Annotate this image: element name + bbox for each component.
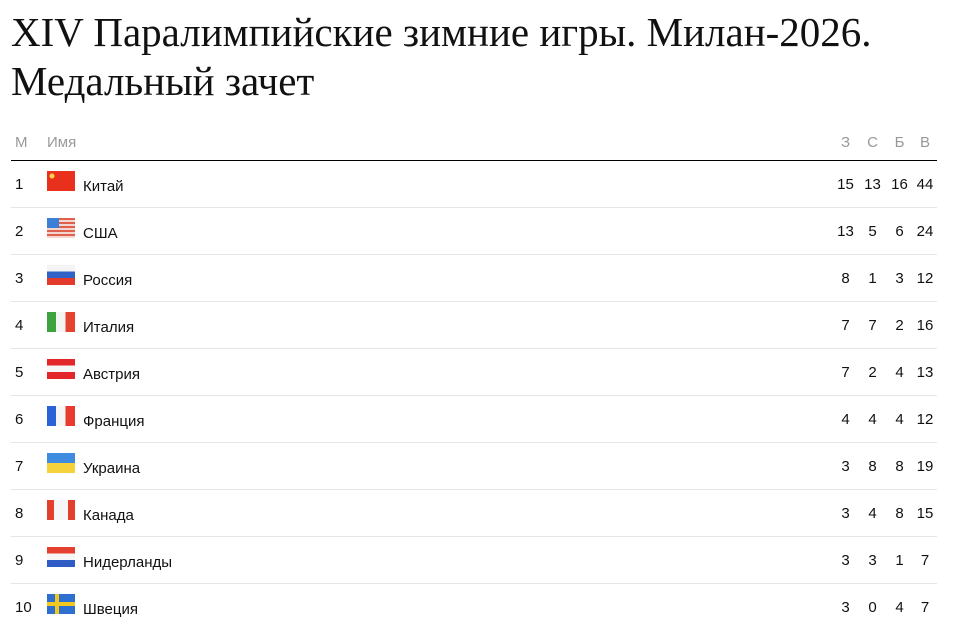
austria-flag-icon <box>47 359 75 379</box>
country-cell[interactable]: Украина <box>47 443 832 490</box>
russia-flag-icon <box>47 265 75 285</box>
country-name[interactable]: Нидерланды <box>83 554 172 571</box>
country-cell[interactable]: Канада <box>47 490 832 537</box>
position: 3 <box>11 255 47 302</box>
position: 5 <box>11 349 47 396</box>
gold-count: 3 <box>832 537 859 584</box>
total-count: 12 <box>913 396 937 443</box>
bronze-count: 16 <box>886 161 913 208</box>
table-row[interactable]: 8 Канада 3 4 8 15 <box>11 490 937 537</box>
table-row[interactable]: 3 Россия 8 1 3 12 <box>11 255 937 302</box>
total-count: 19 <box>913 443 937 490</box>
bronze-count: 4 <box>886 396 913 443</box>
china-flag-icon <box>47 171 75 191</box>
bronze-count: 6 <box>886 208 913 255</box>
table-header: М Имя З С Б В <box>11 124 937 161</box>
gold-count: 7 <box>832 302 859 349</box>
position: 10 <box>11 584 47 630</box>
country-name[interactable]: Швеция <box>83 601 138 618</box>
total-count: 13 <box>913 349 937 396</box>
page-title: XIV Паралимпийские зимние игры. Милан-20… <box>11 8 951 106</box>
header-bronze[interactable]: Б <box>886 124 913 161</box>
gold-count: 4 <box>832 396 859 443</box>
country-name[interactable]: Украина <box>83 460 140 477</box>
position: 8 <box>11 490 47 537</box>
position: 2 <box>11 208 47 255</box>
total-count: 7 <box>913 537 937 584</box>
bronze-count: 8 <box>886 490 913 537</box>
country-cell[interactable]: Австрия <box>47 349 832 396</box>
table-row[interactable]: 1 Китай 15 13 16 44 <box>11 161 937 208</box>
total-count: 7 <box>913 584 937 630</box>
country-name[interactable]: Китай <box>83 178 124 195</box>
silver-count: 8 <box>859 443 886 490</box>
silver-count: 3 <box>859 537 886 584</box>
position: 4 <box>11 302 47 349</box>
country-name[interactable]: Россия <box>83 272 132 289</box>
ukraine-flag-icon <box>47 453 75 473</box>
canada-flag-icon <box>47 500 75 520</box>
table-row[interactable]: 5 Австрия 7 2 4 13 <box>11 349 937 396</box>
country-cell[interactable]: Швеция <box>47 584 832 630</box>
bronze-count: 2 <box>886 302 913 349</box>
gold-count: 7 <box>832 349 859 396</box>
silver-count: 5 <box>859 208 886 255</box>
silver-count: 0 <box>859 584 886 630</box>
country-name[interactable]: Канада <box>83 507 134 524</box>
total-count: 16 <box>913 302 937 349</box>
position: 6 <box>11 396 47 443</box>
table-row[interactable]: 9 Нидерланды 3 3 1 7 <box>11 537 937 584</box>
table-row[interactable]: 6 Франция 4 4 4 12 <box>11 396 937 443</box>
silver-count: 4 <box>859 396 886 443</box>
netherlands-flag-icon <box>47 547 75 567</box>
country-cell[interactable]: Италия <box>47 302 832 349</box>
table-row[interactable]: 2 США 13 5 6 24 <box>11 208 937 255</box>
gold-count: 3 <box>832 584 859 630</box>
position: 9 <box>11 537 47 584</box>
table-row[interactable]: 7 Украина 3 8 8 19 <box>11 443 937 490</box>
table-row[interactable]: 4 Италия 7 7 2 16 <box>11 302 937 349</box>
bronze-count: 8 <box>886 443 913 490</box>
country-name[interactable]: Франция <box>83 413 144 430</box>
country-name[interactable]: Австрия <box>83 366 140 383</box>
bronze-count: 3 <box>886 255 913 302</box>
silver-count: 13 <box>859 161 886 208</box>
country-cell[interactable]: Россия <box>47 255 832 302</box>
country-cell[interactable]: Нидерланды <box>47 537 832 584</box>
country-cell[interactable]: США <box>47 208 832 255</box>
header-position[interactable]: М <box>11 124 47 161</box>
silver-count: 7 <box>859 302 886 349</box>
italy-flag-icon <box>47 312 75 332</box>
total-count: 44 <box>913 161 937 208</box>
total-count: 12 <box>913 255 937 302</box>
header-gold[interactable]: З <box>832 124 859 161</box>
gold-count: 8 <box>832 255 859 302</box>
header-total[interactable]: В <box>913 124 937 161</box>
country-name[interactable]: США <box>83 225 118 242</box>
total-count: 15 <box>913 490 937 537</box>
total-count: 24 <box>913 208 937 255</box>
gold-count: 3 <box>832 443 859 490</box>
position: 7 <box>11 443 47 490</box>
table-row[interactable]: 10 Швеция 3 0 4 7 <box>11 584 937 630</box>
silver-count: 1 <box>859 255 886 302</box>
gold-count: 13 <box>832 208 859 255</box>
header-silver[interactable]: С <box>859 124 886 161</box>
country-cell[interactable]: Франция <box>47 396 832 443</box>
country-name[interactable]: Италия <box>83 319 134 336</box>
bronze-count: 4 <box>886 584 913 630</box>
silver-count: 2 <box>859 349 886 396</box>
country-cell[interactable]: Китай <box>47 161 832 208</box>
gold-count: 15 <box>832 161 859 208</box>
sweden-flag-icon <box>47 594 75 614</box>
france-flag-icon <box>47 406 75 426</box>
bronze-count: 1 <box>886 537 913 584</box>
usa-flag-icon <box>47 218 75 238</box>
header-name[interactable]: Имя <box>47 124 832 161</box>
position: 1 <box>11 161 47 208</box>
silver-count: 4 <box>859 490 886 537</box>
bronze-count: 4 <box>886 349 913 396</box>
gold-count: 3 <box>832 490 859 537</box>
